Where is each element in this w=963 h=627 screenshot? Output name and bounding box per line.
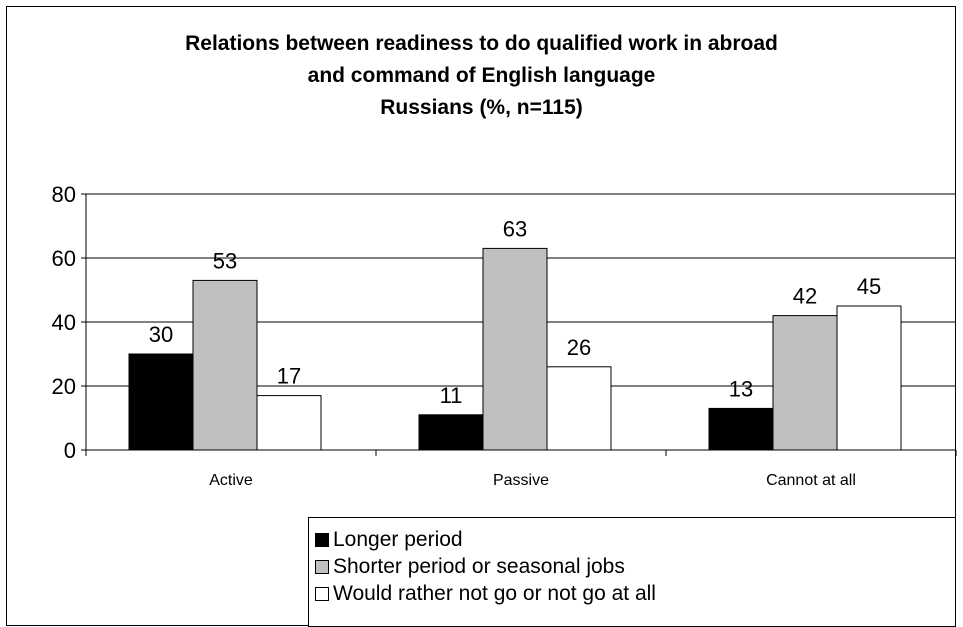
legend-swatch-would-rather-not-go <box>315 587 329 601</box>
bar-passive-would-rather-not-go-or-not-go-at-all <box>546 366 612 451</box>
y-tick-label-80: 80 <box>52 182 76 207</box>
bar-cannot-at-all-would-rather-not-go-or-not-go-at-all <box>836 305 902 451</box>
legend-label-would-rather-not-go: Would rather not go or not go at all <box>333 582 656 605</box>
data-label-passive-longer-period: 11 <box>440 383 463 408</box>
data-label-cannot-at-all-shorter-period-or-seasonal-jobs: 42 <box>793 284 817 309</box>
bar-active-shorter-period-or-seasonal-jobs <box>192 279 258 451</box>
x-tick-label-passive: Passive <box>493 472 549 489</box>
legend-swatch-longer-period <box>315 533 329 547</box>
bar-passive-shorter-period-or-seasonal-jobs <box>482 247 548 451</box>
bar-cannot-at-all-shorter-period-or-seasonal-jobs <box>772 315 838 451</box>
data-label-cannot-at-all-would-rather-not-go-or-not-go-at-all: 45 <box>857 274 881 299</box>
y-tick-label-0: 0 <box>64 438 76 463</box>
legend-item-longer-period: Longer period <box>315 528 463 552</box>
chart-title-line-2: and command of English language <box>307 64 656 87</box>
legend-label-longer-period: Longer period <box>333 528 463 551</box>
bar-active-would-rather-not-go-or-not-go-at-all <box>256 395 322 451</box>
bar-passive-longer-period <box>418 414 484 451</box>
y-tick-label-20: 20 <box>52 374 76 399</box>
bar-chart: 0 20 40 60 80 30 53 17 Active 11 63 26 Passive 13 42 45… <box>52 182 957 489</box>
x-tick-label-active: Active <box>209 472 253 489</box>
legend-label-shorter-period: Shorter period or seasonal jobs <box>333 555 625 578</box>
data-label-active-would-rather-not-go-or-not-go-at-all: 17 <box>277 364 301 389</box>
y-tick-label-40: 40 <box>52 310 76 335</box>
chart-legend: Longer period Shorter period or seasonal… <box>308 517 956 627</box>
y-tick-label-60: 60 <box>52 246 76 271</box>
chart-title-line-3: Russians (%, n=115) <box>380 96 583 119</box>
data-label-active-longer-period: 30 <box>149 322 173 347</box>
data-label-passive-shorter-period-or-seasonal-jobs: 63 <box>503 216 527 241</box>
data-label-cannot-at-all-longer-period: 13 <box>729 376 753 401</box>
legend-item-shorter-period: Shorter period or seasonal jobs <box>315 555 625 579</box>
legend-item-would-rather-not-go: Would rather not go or not go at all <box>315 582 656 606</box>
data-label-active-shorter-period-or-seasonal-jobs: 53 <box>213 248 237 273</box>
data-label-passive-would-rather-not-go-or-not-go-at-all: 26 <box>567 335 591 360</box>
bar-active-longer-period <box>128 353 194 451</box>
bar-cannot-at-all-longer-period <box>708 407 774 451</box>
legend-swatch-shorter-period <box>315 560 329 574</box>
x-tick-label-cannot-at-all: Cannot at all <box>766 472 856 489</box>
chart-title-line-1: Relations between readiness to do qualif… <box>185 32 778 55</box>
